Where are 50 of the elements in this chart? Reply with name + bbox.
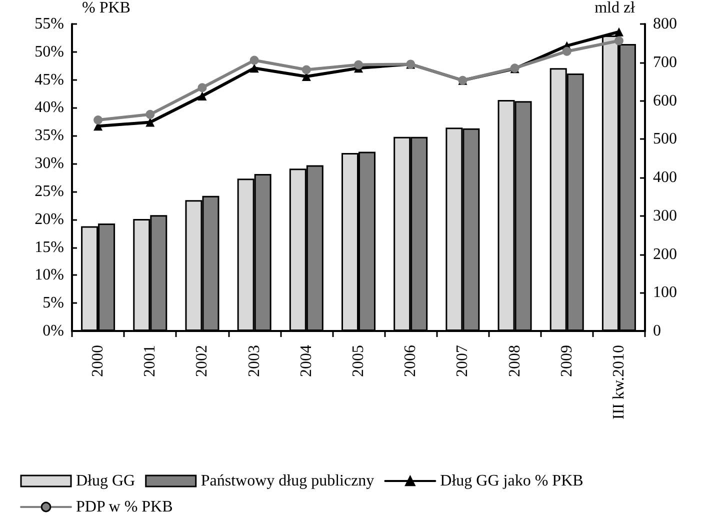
y-tick-label: 10% <box>34 266 64 284</box>
point <box>250 56 259 65</box>
x-tick-label: 2001 <box>142 345 159 377</box>
point <box>146 110 155 119</box>
x-tick-label: 2004 <box>298 345 315 377</box>
y2-tick-label: 600 <box>653 92 677 110</box>
point <box>614 27 624 36</box>
y-tick-label: 50% <box>34 43 64 60</box>
y2-tick-label: 0 <box>653 322 661 340</box>
y2-tick-label: 400 <box>653 169 677 186</box>
y-tick-label: 35% <box>34 127 64 144</box>
y-tick-label: 15% <box>34 238 64 256</box>
x-tick-label: 2008 <box>506 345 524 377</box>
point <box>614 36 624 46</box>
x-tick-label: III kw.2010 <box>610 345 628 420</box>
y2-tick-label: 500 <box>653 130 677 148</box>
x-tick-label: 2002 <box>194 345 211 377</box>
y-tick-label: 55% <box>34 16 64 32</box>
point <box>302 65 311 74</box>
y-tick-label: 5% <box>42 294 64 312</box>
x-tick-label: 2000 <box>90 345 107 377</box>
y-tick-label: 30% <box>34 155 64 172</box>
legend-label: Państwowy dług publiczny <box>200 472 374 490</box>
y2-tick-label: 100 <box>653 284 677 302</box>
point <box>198 83 207 92</box>
y-tick-label: 45% <box>34 71 64 88</box>
point <box>198 92 207 101</box>
point <box>562 46 572 56</box>
y-tick-label: 20% <box>34 210 64 228</box>
y2-axis-title: mld zł <box>594 0 636 16</box>
y-tick-label: 0% <box>42 322 64 340</box>
y-axis-title: % PKB <box>82 0 130 16</box>
point <box>146 118 155 127</box>
x-tick-label: 2007 <box>454 345 472 377</box>
legend-label: Dług GG jako % PKB <box>440 472 584 490</box>
y-tick-label: 40% <box>34 99 64 116</box>
y-tick-label: 25% <box>34 182 64 200</box>
legend-label: PDP w % PKB <box>76 498 173 516</box>
y2-tick-label: 700 <box>653 54 677 71</box>
y2-tick-label: 200 <box>653 246 677 263</box>
point <box>94 116 103 125</box>
x-tick-label: 2009 <box>558 345 576 377</box>
point <box>354 60 363 70</box>
y2-tick-label: 300 <box>653 207 677 224</box>
x-tick-label: 2006 <box>402 345 420 377</box>
y2-tick-label: 800 <box>653 16 677 32</box>
x-tick-label: 2003 <box>246 345 263 377</box>
x-tick-label: 2005 <box>350 345 367 377</box>
legend-label: Dług GG <box>76 472 136 490</box>
point <box>250 64 259 73</box>
